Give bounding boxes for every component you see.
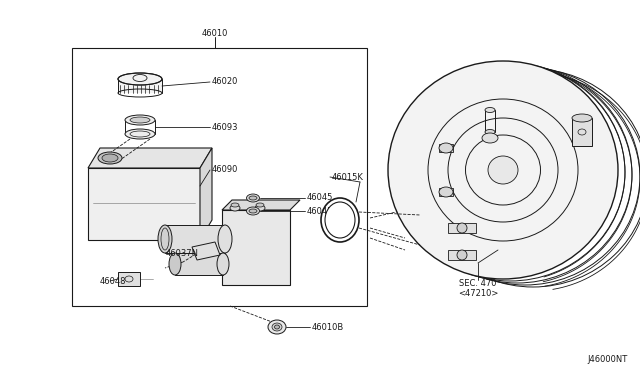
Polygon shape — [88, 148, 212, 168]
Ellipse shape — [457, 223, 467, 233]
Ellipse shape — [255, 205, 265, 211]
Ellipse shape — [230, 205, 240, 211]
Bar — [72, 48, 367, 306]
Polygon shape — [200, 148, 212, 240]
Text: 46010B: 46010B — [312, 323, 344, 331]
Text: 46045: 46045 — [307, 193, 333, 202]
Ellipse shape — [272, 323, 282, 331]
Bar — [439, 188, 453, 196]
Bar — [439, 144, 453, 152]
Ellipse shape — [217, 253, 229, 275]
Ellipse shape — [231, 203, 239, 207]
Text: 46090: 46090 — [212, 166, 238, 174]
Ellipse shape — [246, 207, 259, 215]
Ellipse shape — [482, 133, 498, 143]
Text: J46000NT: J46000NT — [588, 356, 628, 365]
Text: 46093: 46093 — [212, 122, 239, 131]
Ellipse shape — [485, 108, 495, 112]
Text: 46048: 46048 — [100, 276, 127, 285]
Text: 46020: 46020 — [212, 77, 238, 87]
Text: <47210>: <47210> — [458, 289, 498, 298]
Ellipse shape — [268, 320, 286, 334]
Polygon shape — [118, 272, 140, 286]
Text: 46015K: 46015K — [332, 173, 364, 182]
Ellipse shape — [249, 196, 257, 200]
Ellipse shape — [249, 209, 257, 213]
Ellipse shape — [485, 129, 495, 135]
Polygon shape — [192, 242, 220, 260]
Ellipse shape — [246, 194, 259, 202]
Bar — [448, 223, 476, 233]
Ellipse shape — [218, 225, 232, 253]
Ellipse shape — [169, 253, 181, 275]
Bar — [118, 79, 162, 93]
Ellipse shape — [256, 203, 264, 207]
Text: 46045: 46045 — [307, 206, 333, 215]
Text: 46037N: 46037N — [166, 248, 199, 257]
Ellipse shape — [102, 154, 118, 162]
Ellipse shape — [488, 156, 518, 184]
Polygon shape — [222, 210, 290, 285]
Polygon shape — [572, 118, 592, 146]
Bar — [165, 225, 225, 253]
Ellipse shape — [572, 114, 592, 122]
Text: 46010: 46010 — [202, 29, 228, 38]
Ellipse shape — [325, 202, 355, 238]
Polygon shape — [222, 200, 300, 210]
Bar — [448, 250, 476, 260]
Ellipse shape — [275, 325, 280, 329]
Ellipse shape — [130, 117, 150, 123]
Text: SEC. 470: SEC. 470 — [460, 279, 497, 288]
Ellipse shape — [125, 129, 155, 139]
Polygon shape — [88, 168, 200, 240]
Ellipse shape — [98, 152, 122, 164]
Ellipse shape — [388, 61, 618, 279]
Ellipse shape — [118, 73, 162, 85]
Ellipse shape — [125, 115, 155, 125]
Bar — [175, 253, 223, 275]
Ellipse shape — [439, 187, 453, 197]
Ellipse shape — [158, 225, 172, 253]
Ellipse shape — [439, 143, 453, 153]
Ellipse shape — [457, 250, 467, 260]
